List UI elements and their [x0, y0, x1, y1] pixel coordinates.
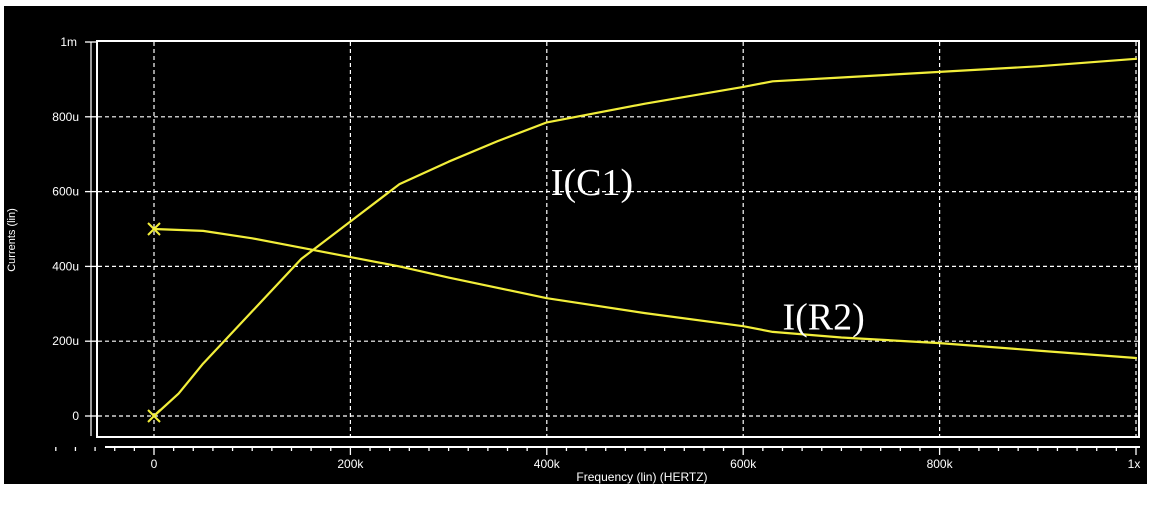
y-axis-ticks: 0 200u 400u 600u 800u 1m	[52, 35, 97, 436]
y-tick-label: 600u	[52, 185, 79, 199]
chart-background	[4, 6, 1147, 484]
x-tick-label: 400k	[534, 457, 561, 471]
x-tick-label: 1x	[1128, 457, 1141, 471]
series-label-ic1: I(C1)	[551, 162, 633, 204]
y-tick-label: 800u	[52, 110, 79, 124]
x-tick-label: 0	[151, 457, 158, 471]
y-tick-label: 1m	[60, 35, 77, 49]
start-markers	[147, 222, 161, 423]
series-line-ic1	[152, 57, 1138, 418]
y-tick-label: 200u	[52, 334, 79, 348]
series-labels: I(C1) I(R2)	[551, 162, 865, 339]
series-lines	[152, 57, 1138, 418]
series-line-ir2	[152, 227, 1138, 360]
start-marker	[147, 222, 161, 236]
y-axis-title: Currents (lin)	[6, 208, 18, 272]
x-tick-label: 800k	[927, 457, 954, 471]
plot-area-border	[96, 40, 1140, 438]
y-tick-label: 0	[72, 409, 79, 423]
y-tick-label: 400u	[52, 259, 79, 273]
start-marker	[147, 409, 161, 423]
x-axis-title: Frequency (lin) (HERTZ)	[576, 470, 707, 484]
x-axis-ticks: 0 200k 400k 600k 800k 1x	[55, 447, 1141, 471]
series-label-ir2: I(R2)	[782, 297, 864, 339]
grid	[98, 42, 1138, 436]
x-tick-label: 600k	[730, 457, 757, 471]
x-tick-label: 200k	[337, 457, 364, 471]
